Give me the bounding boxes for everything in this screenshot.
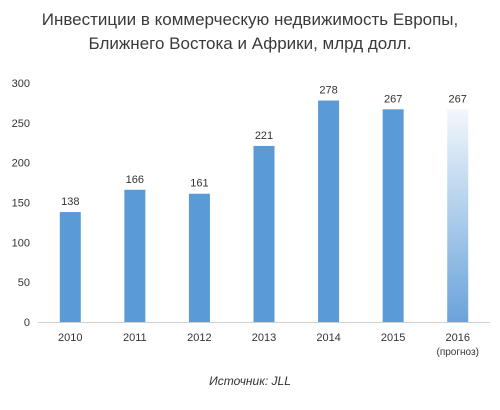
chart-title-line-1: Инвестиции в коммерческую недвижимость Е… (41, 10, 459, 29)
data-label-2013: 221 (255, 130, 273, 142)
chart-title-line-2: Ближнего Востока и Африки, млрд долл. (88, 34, 412, 53)
bar-2016 (447, 109, 469, 322)
bar-2014 (318, 100, 340, 322)
x-tick-note-2016: (прогноз) (437, 347, 479, 358)
y-tick-label: 250 (12, 118, 30, 130)
y-axis: 0 50 100 150 200 250 300 (12, 78, 30, 329)
x-tick-label-2011: 2011 (123, 332, 147, 344)
y-tick-label: 100 (12, 237, 30, 249)
chart-title: Инвестиции в коммерческую недвижимость Е… (0, 8, 500, 56)
y-tick-label: 50 (18, 277, 30, 289)
data-labels: 138 166 161 221 278 267 267 (61, 85, 467, 209)
x-tick-label-2015: 2015 (381, 332, 405, 344)
y-tick-label: 0 (24, 317, 30, 329)
x-axis: 2010 2011 2012 2013 2014 2015 2016 (прогноз) (38, 322, 490, 358)
bar-2013 (253, 145, 275, 322)
bars (59, 100, 469, 322)
x-tick-label-2010: 2010 (58, 332, 82, 344)
y-tick-label: 200 (12, 158, 30, 170)
x-tick-label-2013: 2013 (252, 332, 276, 344)
x-tick-label-2014: 2014 (316, 332, 340, 344)
source-note: Источник: JLL (209, 374, 291, 388)
y-tick-label: 150 (12, 198, 30, 210)
data-label-2012: 161 (190, 178, 208, 190)
data-label-2016: 267 (449, 93, 467, 105)
x-tick-label-2012: 2012 (187, 332, 211, 344)
x-tick-label-2016: 2016 (445, 332, 469, 344)
bar-2011 (124, 189, 146, 322)
data-label-2014: 278 (319, 85, 337, 97)
y-tick-label: 300 (12, 78, 30, 90)
data-label-2010: 138 (61, 196, 79, 208)
data-label-2015: 267 (384, 93, 402, 105)
bar-2012 (188, 193, 210, 322)
bar-2015 (382, 109, 404, 322)
bar-2010 (59, 212, 81, 322)
data-label-2011: 166 (126, 174, 144, 186)
